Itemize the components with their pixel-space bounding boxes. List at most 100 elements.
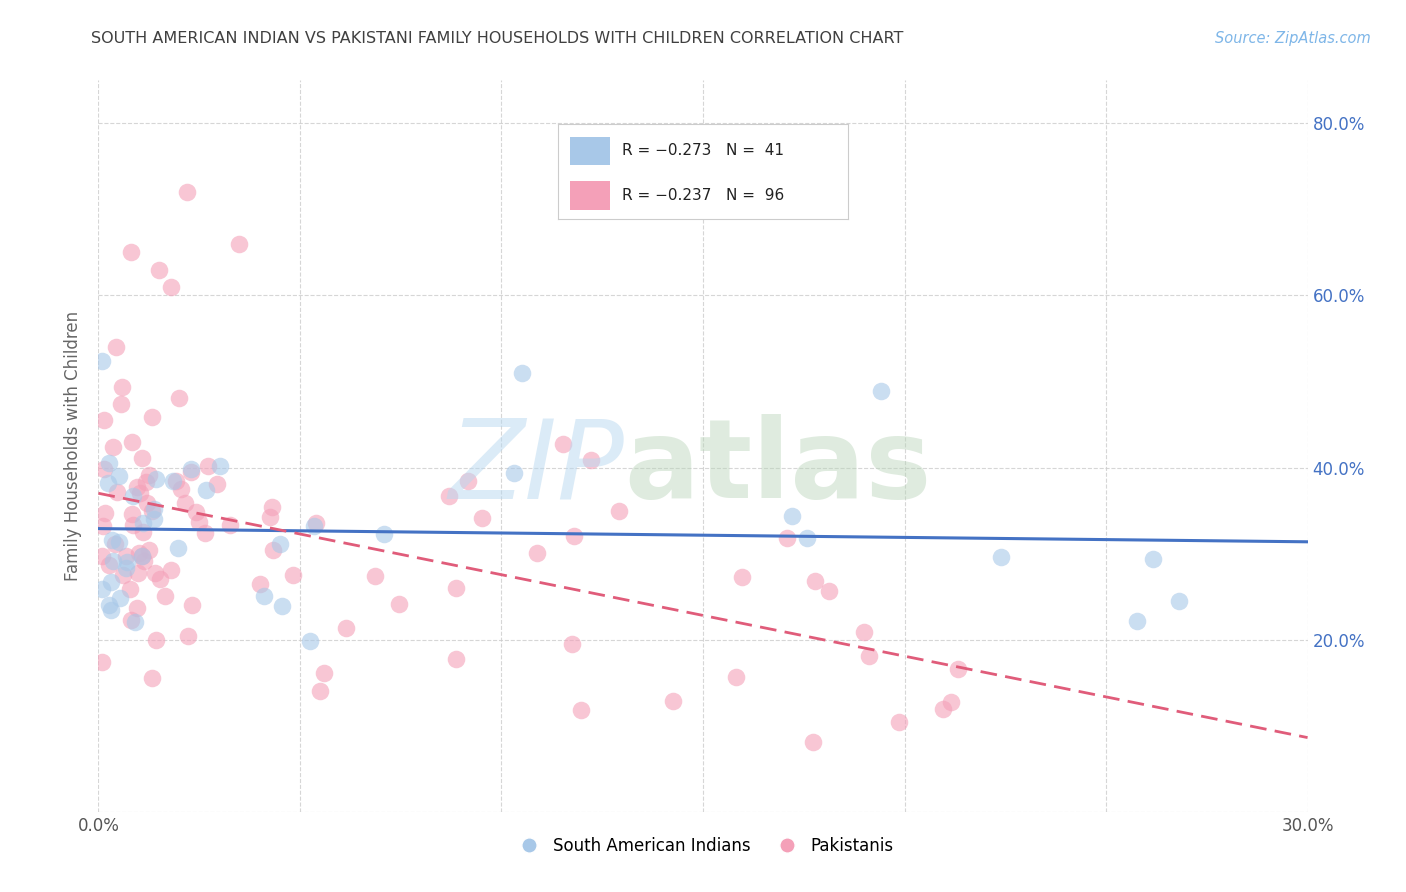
Point xyxy=(138,542,160,557)
Point xyxy=(101,554,124,568)
Point xyxy=(128,546,150,560)
Legend: South American Indians, Pakistanis: South American Indians, Pakistanis xyxy=(506,830,900,862)
Point xyxy=(801,735,824,749)
Point xyxy=(91,353,114,368)
Point xyxy=(101,440,124,454)
Point xyxy=(939,695,962,709)
Point xyxy=(253,589,276,603)
Point xyxy=(104,340,127,354)
Point xyxy=(132,516,155,531)
Point xyxy=(141,672,163,686)
Point xyxy=(165,475,187,489)
Point xyxy=(101,533,124,547)
Point xyxy=(609,504,631,518)
Point xyxy=(96,476,118,491)
Point xyxy=(162,474,184,488)
Point xyxy=(299,634,322,648)
Point xyxy=(91,582,114,596)
Point xyxy=(439,489,461,503)
Point xyxy=(141,409,163,424)
Point xyxy=(364,568,387,582)
Point xyxy=(818,584,841,599)
Point xyxy=(110,397,132,411)
Point xyxy=(141,504,163,518)
Point xyxy=(142,502,165,516)
Point xyxy=(129,486,152,500)
Point xyxy=(335,621,357,635)
Point xyxy=(124,615,146,629)
Point xyxy=(91,655,114,669)
Point xyxy=(132,524,155,539)
Point xyxy=(136,496,159,510)
Point xyxy=(804,574,827,588)
Point xyxy=(125,480,148,494)
Point xyxy=(115,555,138,569)
Point xyxy=(471,510,494,524)
Point xyxy=(526,546,548,560)
Point xyxy=(1126,614,1149,628)
Point xyxy=(1167,594,1189,608)
Point xyxy=(581,453,603,467)
Point xyxy=(180,598,202,612)
Point xyxy=(173,496,195,510)
Y-axis label: Family Households with Children: Family Households with Children xyxy=(65,311,83,581)
Point xyxy=(731,570,754,584)
Point xyxy=(208,459,231,474)
Point xyxy=(551,437,574,451)
Point xyxy=(262,542,284,557)
Point xyxy=(97,456,120,470)
Text: SOUTH AMERICAN INDIAN VS PAKISTANI FAMILY HOUSEHOLDS WITH CHILDREN CORRELATION C: SOUTH AMERICAN INDIAN VS PAKISTANI FAMIL… xyxy=(91,31,904,46)
Text: atlas: atlas xyxy=(624,415,932,522)
Point xyxy=(176,185,198,199)
Point xyxy=(108,469,131,483)
Point xyxy=(143,512,166,526)
Point xyxy=(149,572,172,586)
Point xyxy=(776,531,799,545)
Point xyxy=(93,462,115,476)
Point xyxy=(93,518,115,533)
Point xyxy=(314,666,336,681)
Point xyxy=(94,507,117,521)
Point xyxy=(503,466,526,480)
Point xyxy=(1142,552,1164,566)
Point xyxy=(160,563,183,577)
Point xyxy=(145,472,167,486)
Point xyxy=(887,714,910,729)
Point xyxy=(131,451,153,466)
Point xyxy=(112,568,135,582)
Point xyxy=(796,531,818,545)
Point xyxy=(100,603,122,617)
Point xyxy=(259,509,281,524)
Point xyxy=(145,632,167,647)
Point xyxy=(148,262,170,277)
Point xyxy=(134,554,156,568)
Point xyxy=(305,516,328,530)
Point xyxy=(852,625,875,640)
Point xyxy=(271,599,294,613)
Point xyxy=(457,474,479,488)
Point xyxy=(444,581,467,595)
Point xyxy=(262,500,284,515)
Point xyxy=(281,567,304,582)
Point xyxy=(662,694,685,708)
Point xyxy=(302,518,325,533)
Point xyxy=(100,574,122,589)
Point xyxy=(97,558,120,572)
Point xyxy=(269,536,291,550)
Point xyxy=(131,549,153,564)
Point xyxy=(160,280,183,294)
Point xyxy=(93,412,115,426)
Point xyxy=(197,459,219,474)
Point xyxy=(138,467,160,482)
Point xyxy=(569,703,592,717)
Point xyxy=(121,489,143,503)
Point xyxy=(118,582,141,597)
Point xyxy=(167,391,190,405)
Point xyxy=(205,477,228,491)
Point xyxy=(308,684,330,698)
Point xyxy=(373,527,395,541)
Point xyxy=(121,507,143,521)
Point xyxy=(114,549,136,564)
Point xyxy=(110,591,132,605)
Point xyxy=(120,245,142,260)
